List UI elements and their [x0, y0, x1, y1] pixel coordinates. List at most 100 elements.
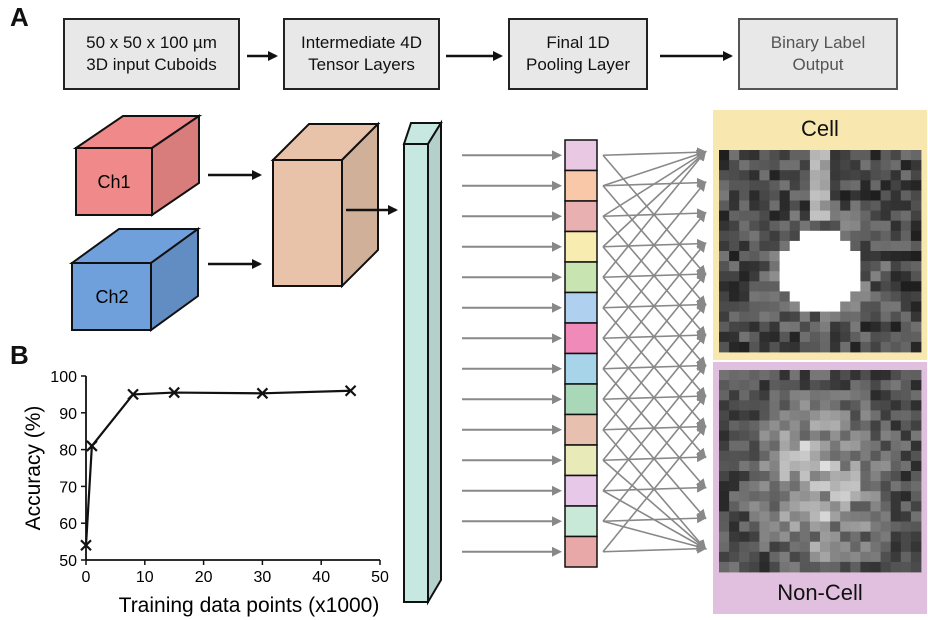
pixel: [749, 241, 760, 252]
pixel: [860, 160, 871, 171]
output-arrow: [603, 244, 705, 369]
pixel: [770, 170, 781, 181]
pixel: [820, 221, 831, 232]
pixel: [749, 221, 760, 232]
pixel: [911, 190, 922, 201]
pixel: [780, 271, 791, 282]
pixel: [820, 190, 831, 201]
pixel: [871, 241, 882, 252]
pixel: [860, 380, 871, 391]
pixel: [780, 150, 791, 161]
pixel: [830, 532, 841, 543]
pixel: [871, 511, 882, 522]
pixel: [860, 511, 871, 522]
y-axis-label: Accuracy (%): [22, 406, 45, 531]
pixel: [770, 190, 781, 201]
pixel: [881, 370, 892, 381]
y-tick-label: 90: [59, 406, 77, 423]
pixel: [749, 441, 760, 452]
pixel: [901, 251, 912, 262]
pixel: [830, 431, 841, 442]
pixel: [800, 261, 811, 272]
pixel: [901, 481, 912, 492]
pixel: [759, 190, 770, 201]
pixel: [850, 542, 861, 553]
pixel: [770, 342, 781, 353]
pixel: [911, 180, 922, 191]
pixel: [830, 380, 841, 391]
pixel: [759, 241, 770, 252]
pixel: [871, 501, 882, 512]
pixel: [881, 241, 892, 252]
pixel: [759, 390, 770, 401]
pixel: [830, 441, 841, 452]
pixel: [739, 281, 750, 292]
pixel: [749, 511, 760, 522]
pixel: [891, 160, 902, 171]
pixel: [891, 410, 902, 421]
pixel: [860, 441, 871, 452]
pixel: [770, 302, 781, 313]
pixel: [739, 201, 750, 212]
pixel: [850, 150, 861, 161]
pixel: [790, 342, 801, 353]
noncell-label: Non-Cell: [713, 580, 927, 606]
pixel: [860, 410, 871, 421]
pixel: [790, 170, 801, 181]
pixel: [810, 451, 821, 462]
pixel: [800, 180, 811, 191]
pooling-unit: [565, 262, 597, 293]
pixel: [780, 431, 791, 442]
pixel: [820, 461, 831, 472]
pooling-unit: [565, 293, 597, 324]
pixel: [759, 271, 770, 282]
output-arrow: [603, 274, 705, 399]
pixel: [790, 431, 801, 442]
pixel: [800, 532, 811, 543]
pixel: [770, 461, 781, 472]
pixel: [759, 150, 770, 161]
pixel: [860, 221, 871, 232]
pixel: [871, 261, 882, 272]
pixel: [759, 322, 770, 333]
pixel: [850, 562, 861, 573]
ch1-cube: Ch1: [76, 116, 199, 215]
pixel: [891, 511, 902, 522]
pixel: [871, 370, 882, 381]
pixel: [729, 481, 740, 492]
pixel: [860, 491, 871, 502]
pixel: [810, 231, 821, 242]
pixel: [891, 370, 902, 381]
pixel: [830, 370, 841, 381]
output-arrow: [603, 152, 705, 216]
pixel: [911, 231, 922, 242]
pixel: [719, 221, 730, 232]
pixel: [739, 501, 750, 512]
pixel: [871, 552, 882, 563]
pixel: [891, 380, 902, 391]
pixel: [850, 211, 861, 222]
pixel: [850, 522, 861, 533]
pixel: [729, 501, 740, 512]
pixel: [729, 211, 740, 222]
pixel: [901, 562, 912, 573]
pixel: [860, 390, 871, 401]
pixel: [780, 221, 791, 232]
pixel: [830, 400, 841, 411]
pixel: [810, 201, 821, 212]
pixel: [881, 441, 892, 452]
pixel: [810, 491, 821, 502]
pixel: [881, 150, 892, 161]
pixel: [891, 400, 902, 411]
pixel: [840, 511, 851, 522]
pixel: [820, 291, 831, 302]
pixel: [860, 562, 871, 573]
pixel: [810, 552, 821, 563]
pixel: [881, 552, 892, 563]
pixel: [719, 522, 730, 533]
pixel: [739, 342, 750, 353]
pixel: [871, 180, 882, 191]
pixel: [820, 431, 831, 442]
ch2-cube: Ch2: [72, 229, 198, 330]
pixel: [790, 261, 801, 272]
